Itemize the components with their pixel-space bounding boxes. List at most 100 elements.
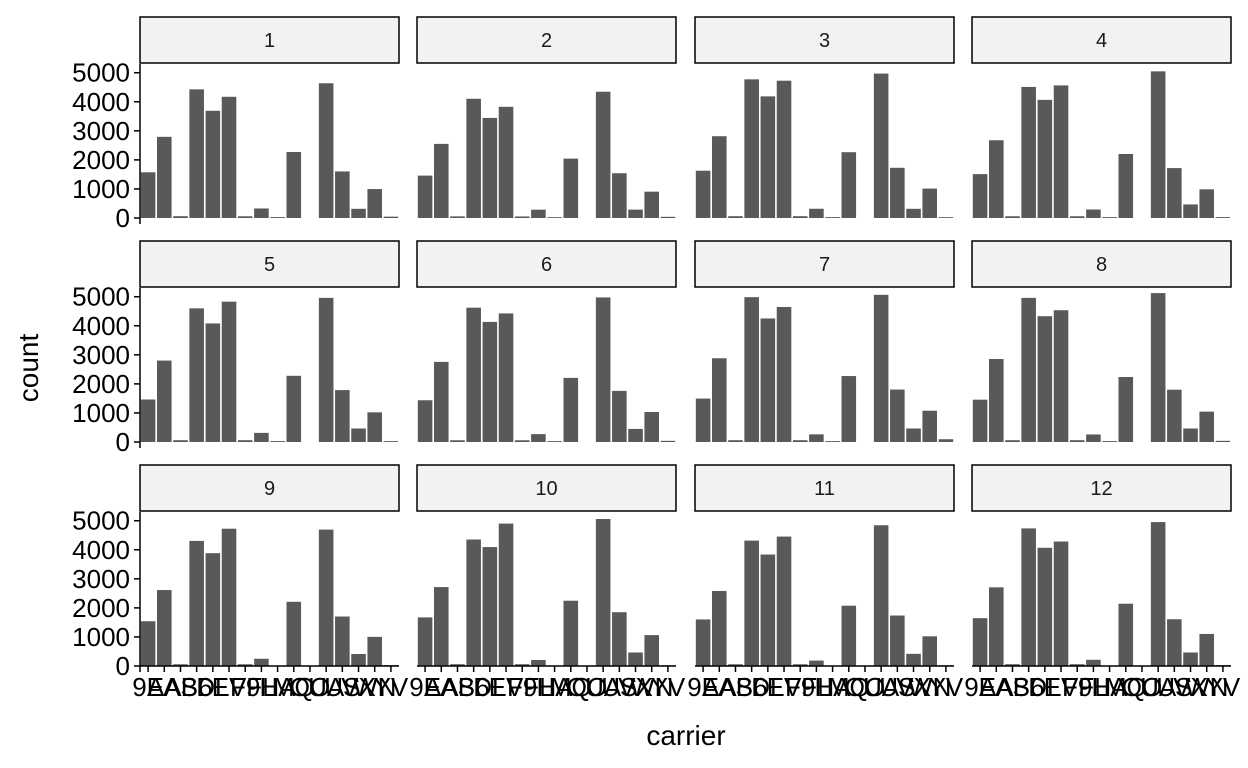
bar-B6-month-12 <box>1021 528 1036 666</box>
bar-AS-month-3 <box>728 216 743 218</box>
bar-9E-month-9 <box>140 621 156 666</box>
bar-FL-month-3 <box>809 208 824 218</box>
facet-strip <box>416 464 677 512</box>
bar-UA-month-1 <box>318 83 334 218</box>
x-tick-label-F9: F9 <box>507 672 537 702</box>
x-tick-label-AA: AA <box>979 672 1014 702</box>
x-tick-label-MQ: MQ <box>828 672 870 702</box>
bar-AS-month-2 <box>450 216 465 218</box>
bar-UA-month-10 <box>595 519 611 666</box>
bar-DL-month-10 <box>482 547 498 666</box>
x-tick-label-UA: UA <box>585 672 622 702</box>
bar-EV-month-4 <box>1053 85 1069 218</box>
bar-UA-month-12 <box>1150 522 1166 666</box>
bar-MQ-month-11 <box>841 605 857 666</box>
bar-AS-month-6 <box>450 440 465 442</box>
bar-9E-month-3 <box>695 170 711 218</box>
facet-panel-9: 9 <box>139 464 400 666</box>
bar-HA-month-4 <box>1102 217 1117 218</box>
x-tick-label-9E: 9E <box>964 672 996 702</box>
bar-EV-month-12 <box>1053 541 1069 666</box>
x-tick-label-MQ: MQ <box>273 672 315 702</box>
bar-F9-month-11 <box>792 664 808 666</box>
bar-MQ-month-2 <box>563 158 579 218</box>
bar-YV-month-4 <box>1215 217 1231 218</box>
bar-AA-month-9 <box>157 590 172 666</box>
bar-9E-month-10 <box>417 617 433 666</box>
x-tick-label-9E: 9E <box>687 672 719 702</box>
x-tick-label-MQ: MQ <box>550 672 592 702</box>
x-tick-label-UA: UA <box>863 672 900 702</box>
bar-VX-month-5 <box>351 428 366 442</box>
facet-strip-label: 2 <box>541 30 552 52</box>
bar-AS-month-7 <box>728 440 743 442</box>
bar-HA-month-2 <box>547 217 562 218</box>
bar-B6-month-3 <box>744 79 759 218</box>
bar-F9-month-3 <box>792 216 808 218</box>
facet-strip-label: 4 <box>1096 30 1107 52</box>
x-tick-label-AA: AA <box>147 672 182 702</box>
bar-VX-month-12 <box>1183 652 1198 666</box>
bar-HA-month-1 <box>270 217 285 218</box>
y-tick-label: 5000 <box>72 58 130 88</box>
bar-YV-month-6 <box>660 440 676 442</box>
bar-MQ-month-8 <box>1118 376 1134 442</box>
facet-strip-label: 12 <box>1090 478 1112 500</box>
x-tick-label-AS: AS <box>163 672 198 702</box>
bar-B6-month-9 <box>189 540 204 666</box>
bar-WN-month-3 <box>922 188 937 218</box>
bar-DL-month-11 <box>760 554 776 666</box>
facet-strip <box>416 16 677 64</box>
y-tick-label: 4000 <box>72 535 130 565</box>
x-tick-label-WN: WN <box>1185 672 1228 702</box>
facet-strip-label: 5 <box>264 254 275 276</box>
bar-VX-month-1 <box>351 208 366 218</box>
bar-VX-month-6 <box>628 428 643 442</box>
x-tick-label-FL: FL <box>523 672 553 702</box>
facet-panel-7: 7 <box>694 240 955 442</box>
bar-F9-month-1 <box>237 216 253 218</box>
facet-strip <box>694 16 955 64</box>
bar-FL-month-12 <box>1086 659 1101 666</box>
bar-UA-month-9 <box>318 529 334 666</box>
facet-panel-8: 8 <box>971 240 1232 442</box>
facet-strip-label: 1 <box>264 30 275 52</box>
facet-strip <box>971 240 1232 288</box>
facet-strip-label: 6 <box>541 254 552 276</box>
x-tick-label-US: US <box>879 672 915 702</box>
bar-F9-month-5 <box>237 440 253 442</box>
bar-AA-month-7 <box>712 358 727 442</box>
facet-strip-label: 10 <box>535 478 557 500</box>
x-tick-label-DL: DL <box>1028 672 1061 702</box>
bar-EV-month-6 <box>498 313 514 442</box>
y-tick-label: 5000 <box>72 282 130 312</box>
bar-DL-month-1 <box>205 110 221 218</box>
x-tick-label-AA: AA <box>702 672 737 702</box>
bar-MQ-month-5 <box>286 375 302 442</box>
bar-9E-month-8 <box>972 399 988 442</box>
bar-HA-month-3 <box>825 217 840 218</box>
bar-DL-month-2 <box>482 117 498 218</box>
facet-panel-1: 1 <box>139 16 400 219</box>
bar-UA-month-7 <box>873 294 889 442</box>
x-tick-label-EV: EV <box>767 672 802 702</box>
facet-strip <box>694 240 955 288</box>
y-tick-label: 5000 <box>72 506 130 536</box>
bar-DL-month-6 <box>482 321 498 442</box>
bar-9E-month-12 <box>972 618 988 666</box>
x-tick-label-YV: YV <box>651 672 686 702</box>
bar-EV-month-3 <box>776 80 792 219</box>
bar-EV-month-7 <box>776 306 792 442</box>
x-tick-label-US: US <box>601 672 637 702</box>
x-tick-label-OO: OO <box>290 672 330 702</box>
bar-DL-month-7 <box>760 318 776 442</box>
bar-EV-month-9 <box>221 528 237 666</box>
bar-B6-month-4 <box>1021 86 1036 219</box>
x-axis-title: carrier <box>646 720 725 751</box>
bar-MQ-month-1 <box>286 152 302 218</box>
x-tick-label-HA: HA <box>1092 672 1129 702</box>
x-tick-label-DL: DL <box>196 672 229 702</box>
facet-panel-5: 5 <box>139 240 400 442</box>
x-tick-label-DL: DL <box>751 672 784 702</box>
